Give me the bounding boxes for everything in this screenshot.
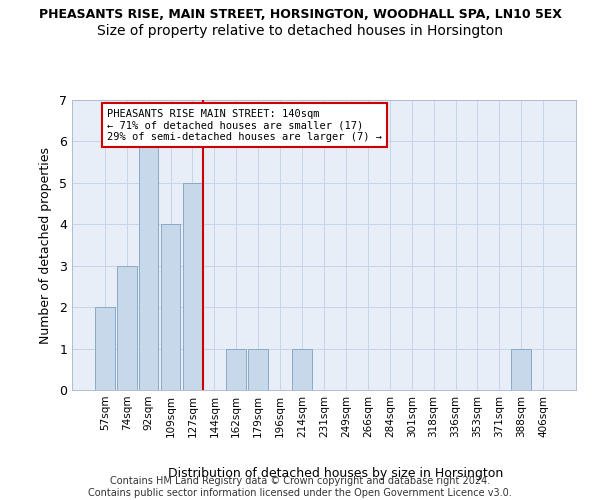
Text: PHEASANTS RISE MAIN STREET: 140sqm
← 71% of detached houses are smaller (17)
29%: PHEASANTS RISE MAIN STREET: 140sqm ← 71%… [107,108,382,142]
Bar [226,348,246,390]
Text: Size of property relative to detached houses in Horsington: Size of property relative to detached ho… [97,24,503,38]
Bar [511,348,531,390]
Bar [95,307,115,390]
Text: PHEASANTS RISE, MAIN STREET, HORSINGTON, WOODHALL SPA, LN10 5EX: PHEASANTS RISE, MAIN STREET, HORSINGTON,… [38,8,562,20]
Bar [248,348,268,390]
Bar [139,142,158,390]
Text: Distribution of detached houses by size in Horsington: Distribution of detached houses by size … [169,467,503,480]
Bar [292,348,312,390]
Text: Contains HM Land Registry data © Crown copyright and database right 2024.
Contai: Contains HM Land Registry data © Crown c… [88,476,512,498]
Bar [161,224,181,390]
Bar [117,266,137,390]
Bar [182,183,202,390]
Y-axis label: Number of detached properties: Number of detached properties [39,146,52,344]
